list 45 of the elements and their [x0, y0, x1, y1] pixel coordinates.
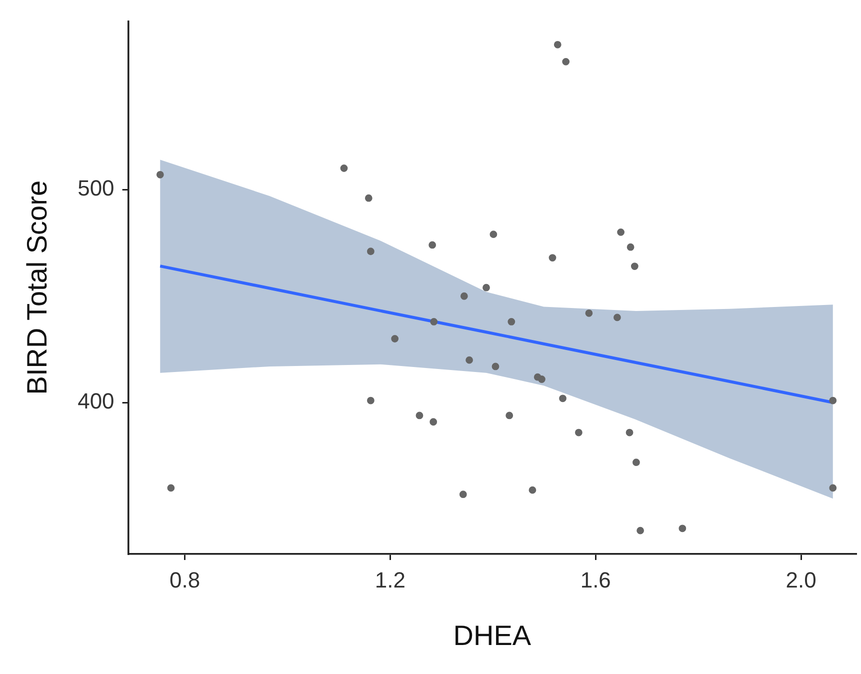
point [167, 484, 175, 492]
point [559, 394, 566, 402]
point [626, 243, 634, 251]
point [430, 418, 438, 426]
point [367, 248, 374, 256]
x-tick-label: 1.2 [374, 567, 406, 592]
point [678, 524, 686, 532]
point [482, 284, 490, 292]
point [466, 356, 473, 364]
point [626, 428, 634, 436]
point [617, 228, 624, 236]
point [574, 428, 582, 436]
point [506, 412, 514, 420]
point [636, 526, 644, 534]
point [554, 40, 562, 48]
point [538, 376, 546, 383]
x-tick-label: 0.8 [170, 567, 200, 592]
point [508, 318, 516, 326]
point [614, 314, 621, 322]
point [460, 292, 468, 300]
point [548, 254, 556, 262]
point [490, 230, 498, 238]
point [632, 458, 640, 466]
point [585, 309, 593, 317]
point [528, 486, 536, 494]
point [459, 490, 467, 498]
point [630, 262, 638, 270]
point [428, 241, 436, 249]
point [364, 194, 372, 202]
point [829, 484, 837, 492]
x-tick-label: 1.6 [580, 567, 611, 592]
point [156, 170, 164, 178]
point [391, 335, 399, 342]
point [416, 412, 424, 420]
point [492, 362, 500, 370]
x-axis-title: DHEA [453, 620, 532, 651]
y-tick-label: 400 [78, 388, 114, 414]
y-axis-title: BIRD Total Score [22, 180, 53, 395]
point [367, 396, 374, 404]
y-tick-label: 500 [78, 176, 114, 201]
point [430, 318, 438, 326]
point [562, 58, 570, 66]
point [340, 164, 348, 172]
point [829, 396, 837, 404]
x-tick-label: 2.0 [786, 567, 816, 592]
